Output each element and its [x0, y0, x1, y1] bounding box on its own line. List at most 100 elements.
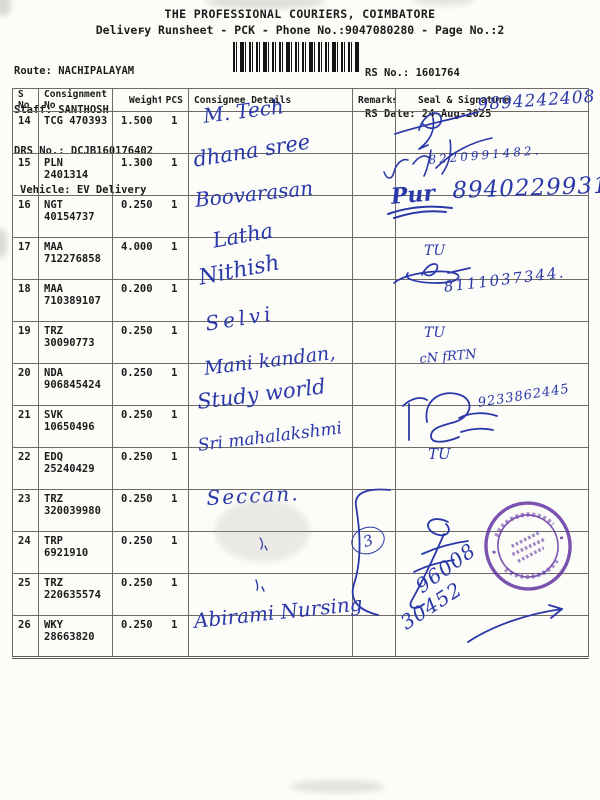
cell-consignee [188, 153, 353, 196]
cell-consignment: WKY 28663820 [38, 615, 113, 658]
cell-consignment: MAA 712276858 [38, 237, 113, 280]
table-row: 23 TRZ 320039980 0.250 1 [12, 489, 589, 532]
col-header-consignment: Consignment No [38, 88, 113, 112]
cell-remarks [352, 405, 396, 448]
table-header-row: S No Consignment No Weight PCS Consignee… [12, 88, 589, 112]
table-row: 18 MAA 710389107 0.200 1 [12, 279, 589, 322]
cell-weight: 1.300 [112, 153, 161, 196]
table-row: 16 NGT 40154737 0.250 1 [12, 195, 589, 238]
table-row: 14 TCG 470393 1.500 1 [12, 111, 589, 154]
cell-sno: 18 [12, 279, 39, 322]
table-body: 14 TCG 470393 1.500 1 15 PLN 2401314 1.300 1 16 N… [12, 111, 589, 658]
barcode [233, 42, 360, 72]
cell-pcs: 1 [160, 363, 189, 406]
cell-seal [395, 237, 589, 280]
cell-seal [395, 531, 589, 574]
cell-seal [395, 195, 589, 238]
cell-sno: 20 [12, 363, 39, 406]
cell-pcs: 1 [160, 321, 189, 364]
cell-remarks [352, 363, 396, 406]
cell-consignee [188, 363, 353, 406]
cell-sno: 21 [12, 405, 39, 448]
cell-sno: 22 [12, 447, 39, 490]
cell-sno: 17 [12, 237, 39, 280]
cell-weight: 0.250 [112, 363, 161, 406]
cell-weight: 0.250 [112, 405, 161, 448]
runsheet-table: S No Consignment No Weight PCS Consignee… [12, 88, 589, 659]
cell-consignee [188, 405, 353, 448]
cell-consignment: NDA 906845424 [38, 363, 113, 406]
cell-consignee [188, 447, 353, 490]
col-header-seal: Seal & Signature [395, 88, 589, 112]
scan-smudge [290, 780, 385, 793]
cell-consignment: TRZ 30090773 [38, 321, 113, 364]
cell-pcs: 1 [160, 111, 189, 154]
cell-consignment: TRZ 220635574 [38, 573, 113, 616]
table-row: 15 PLN 2401314 1.300 1 [12, 153, 589, 196]
cell-remarks [352, 153, 396, 196]
cell-pcs: 1 [160, 447, 189, 490]
cell-consignment: NGT 40154737 [38, 195, 113, 238]
col-header-weight: Weight [112, 88, 161, 112]
cell-consignee [188, 321, 353, 364]
cell-seal [395, 111, 589, 154]
page-subtitle: Delivery Runsheet - PCK - Phone No.:9047… [95, 23, 505, 37]
cell-consignee [188, 111, 353, 154]
cell-seal [395, 363, 589, 406]
cell-seal [395, 405, 589, 448]
table-row: 20 NDA 906845424 0.250 1 [12, 363, 589, 406]
cell-pcs: 1 [160, 237, 189, 280]
rs-no-line: RS No.: 1601764 [365, 67, 460, 79]
cell-remarks [352, 111, 396, 154]
cell-weight: 0.250 [112, 531, 161, 574]
cell-weight: 0.200 [112, 279, 161, 322]
cell-pcs: 1 [160, 279, 189, 322]
cell-pcs: 1 [160, 573, 189, 616]
scan-smudge [0, 228, 7, 258]
table-row: 19 TRZ 30090773 0.250 1 [12, 321, 589, 364]
cell-weight: 0.250 [112, 195, 161, 238]
table-row: 24 TRP 6921910 0.250 1 [12, 531, 589, 574]
cell-consignment: MAA 710389107 [38, 279, 113, 322]
table-row: 22 EDQ 25240429 0.250 1 [12, 447, 589, 490]
cell-sno: 16 [12, 195, 39, 238]
table-row: 21 SVK 10650496 0.250 1 [12, 405, 589, 448]
cell-consignment: EDQ 25240429 [38, 447, 113, 490]
cell-remarks [352, 195, 396, 238]
cell-remarks [352, 447, 396, 490]
page-title: THE PROFESSIONAL COURIERS, COIMBATORE [164, 7, 436, 21]
cell-consignment: TCG 470393 [38, 111, 113, 154]
cell-pcs: 1 [160, 531, 189, 574]
cell-sno: 24 [12, 531, 39, 574]
cell-remarks [352, 615, 396, 658]
cell-remarks [352, 531, 396, 574]
cell-remarks [352, 489, 396, 532]
cell-weight: 1.500 [112, 111, 161, 154]
table-row: 25 TRZ 220635574 0.250 1 [12, 573, 589, 616]
cell-weight: 0.250 [112, 447, 161, 490]
cell-seal [395, 153, 589, 196]
cell-consignee [188, 279, 353, 322]
cell-consignment: PLN 2401314 [38, 153, 113, 196]
col-header-sno: S No [12, 88, 39, 112]
col-header-consignee: Consignee Details [188, 88, 353, 112]
cell-pcs: 1 [160, 195, 189, 238]
col-header-pcs: PCS [160, 88, 189, 112]
col-header-remarks: Remarks [352, 88, 396, 112]
cell-consignee [188, 573, 353, 616]
cell-seal [395, 321, 589, 364]
cell-consignment: TRZ 320039980 [38, 489, 113, 532]
cell-weight: 0.250 [112, 615, 161, 658]
cell-pcs: 1 [160, 405, 189, 448]
cell-seal [395, 573, 589, 616]
table-row: 17 MAA 712276858 4.000 1 [12, 237, 589, 280]
cell-consignee [188, 531, 353, 574]
cell-remarks [352, 573, 396, 616]
cell-seal [395, 447, 589, 490]
cell-consignee [188, 237, 353, 280]
cell-consignment: TRP 6921910 [38, 531, 113, 574]
cell-weight: 4.000 [112, 237, 161, 280]
route-line: Route: NACHIPALAYAM [14, 65, 135, 77]
cell-consignment: SVK 10650496 [38, 405, 113, 448]
